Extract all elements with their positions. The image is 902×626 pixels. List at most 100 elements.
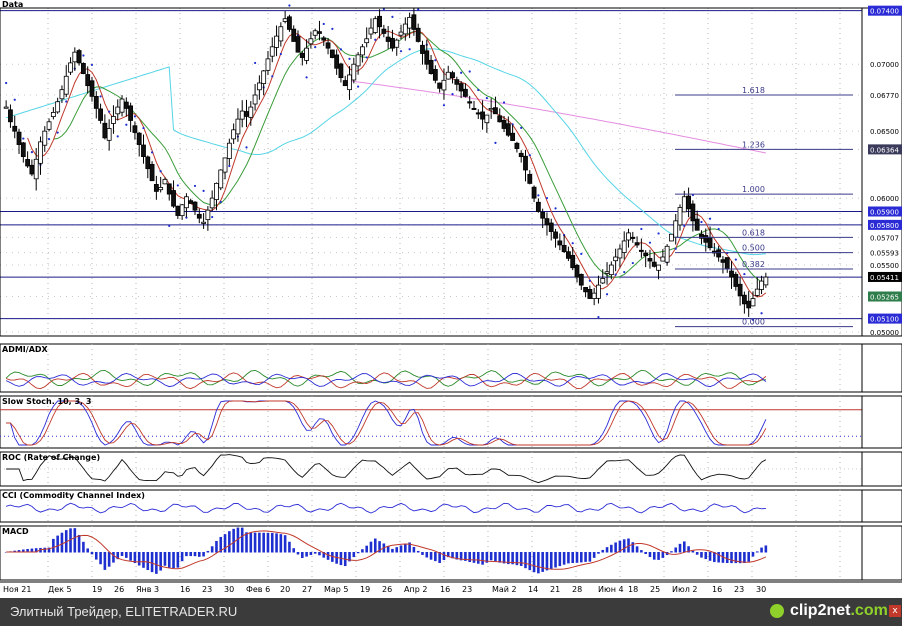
- cci-panel-title: CCI (Commodity Channel Index): [2, 491, 145, 500]
- candle-body: [184, 196, 189, 209]
- macd-bar: [120, 552, 124, 556]
- candle-body: [566, 251, 571, 259]
- x-tick-label: Ноя 21: [3, 585, 31, 594]
- fib-level-label: 1.000: [742, 185, 765, 194]
- sar-dot: [760, 312, 763, 315]
- footer-bar: Элитный Трейдер, ELITETRADER.RU clip2net…: [0, 598, 902, 626]
- price-tick-label: 0.05265: [870, 294, 899, 302]
- candle-body: [93, 96, 99, 109]
- x-tick-label: 26: [382, 585, 392, 594]
- macd-bar: [549, 552, 553, 569]
- candle-body: [317, 31, 322, 34]
- x-tick-label: 16: [712, 585, 722, 594]
- macd-bar: [215, 540, 218, 553]
- sar-dot: [228, 164, 231, 168]
- price-panel-frame: [0, 7, 863, 337]
- macd-bar: [575, 552, 579, 563]
- macd-bar: [537, 552, 540, 574]
- macd-bar: [249, 532, 253, 553]
- sar-dot: [605, 293, 609, 296]
- candle-body: [162, 178, 168, 185]
- x-tick-label: 16: [440, 585, 450, 594]
- sar-dot: [168, 224, 171, 227]
- candle-body: [321, 37, 327, 41]
- candle-body: [643, 252, 649, 257]
- adx-minus-di: [5, 372, 767, 390]
- sar-dot: [554, 207, 557, 210]
- candle-body: [106, 128, 112, 141]
- adx-panel-title: ADMI/ADX: [2, 345, 49, 354]
- macd-bar: [725, 552, 729, 564]
- candle-body: [677, 207, 683, 226]
- candle-body: [754, 288, 760, 296]
- macd-bar: [275, 533, 278, 553]
- candle-body: [46, 121, 52, 130]
- candle-body: [613, 256, 619, 262]
- tick-box: [868, 206, 902, 217]
- macd-bar: [228, 531, 231, 553]
- macd-bar: [648, 552, 652, 558]
- macd-bar: [489, 552, 493, 561]
- candle-body: [325, 42, 331, 49]
- candle-body: [214, 182, 219, 201]
- candle-body: [153, 184, 159, 192]
- sar-dot: [520, 126, 523, 129]
- candle-body: [287, 16, 292, 30]
- corner-icon[interactable]: x: [889, 605, 901, 617]
- macd-bar: [764, 545, 768, 553]
- macd-bar: [674, 547, 678, 553]
- footer-text: Элитный Трейдер, ELITETRADER.RU: [10, 604, 238, 619]
- macd-panel-title: MACD: [2, 527, 29, 536]
- macd-bar: [434, 552, 437, 562]
- macd-bar: [305, 552, 308, 557]
- candle-body: [248, 106, 254, 118]
- macd-bar: [386, 546, 390, 553]
- macd-bar: [399, 545, 403, 553]
- sar-dot: [657, 232, 660, 235]
- sar-dot: [322, 22, 325, 26]
- sar-dot: [408, 48, 411, 51]
- macd-bar: [622, 539, 626, 553]
- sar-dot: [631, 261, 634, 265]
- candle-body: [226, 142, 232, 159]
- clip2net-logo[interactable]: clip2net.com: [790, 602, 888, 619]
- price-tick-label: 0.05000: [870, 329, 899, 337]
- sar-dot: [271, 75, 274, 78]
- sar-dot: [159, 170, 162, 173]
- sar-dot: [580, 252, 583, 256]
- sar-dot: [176, 184, 179, 187]
- macd-bar: [56, 535, 59, 553]
- candle-body: [149, 164, 155, 182]
- candle-body: [222, 157, 228, 173]
- sar-dot: [597, 315, 600, 319]
- candle-body: [535, 201, 541, 212]
- macd-bar: [82, 541, 85, 553]
- macd-bar: [47, 547, 51, 553]
- macd-bar: [700, 552, 703, 558]
- macd-bar: [485, 552, 489, 563]
- candle-body: [518, 152, 524, 158]
- macd-bar: [193, 552, 197, 557]
- axis-column: [861, 7, 902, 337]
- sar-dot: [382, 7, 385, 11]
- macd-bar: [356, 552, 360, 554]
- macd-bar: [464, 552, 467, 561]
- sar-dot: [494, 141, 497, 144]
- x-tick-label: 28: [572, 585, 582, 594]
- tick-box: [868, 271, 902, 282]
- sar-dot: [751, 318, 755, 321]
- candle-body: [261, 70, 267, 85]
- sar-dot: [640, 227, 643, 231]
- candle-body: [454, 79, 460, 85]
- x-tick-label: Июн 4: [598, 585, 624, 594]
- sar-dot: [245, 146, 248, 149]
- candle-body: [12, 125, 18, 132]
- macd-bar: [751, 552, 755, 557]
- candle-body: [231, 129, 237, 140]
- fib-level-label: 1.236: [742, 140, 765, 149]
- candle-body: [235, 118, 241, 135]
- sar-dot: [314, 45, 317, 49]
- x-tick-label: 19: [92, 585, 102, 594]
- macd-bar: [331, 552, 334, 562]
- candle-body: [145, 156, 151, 170]
